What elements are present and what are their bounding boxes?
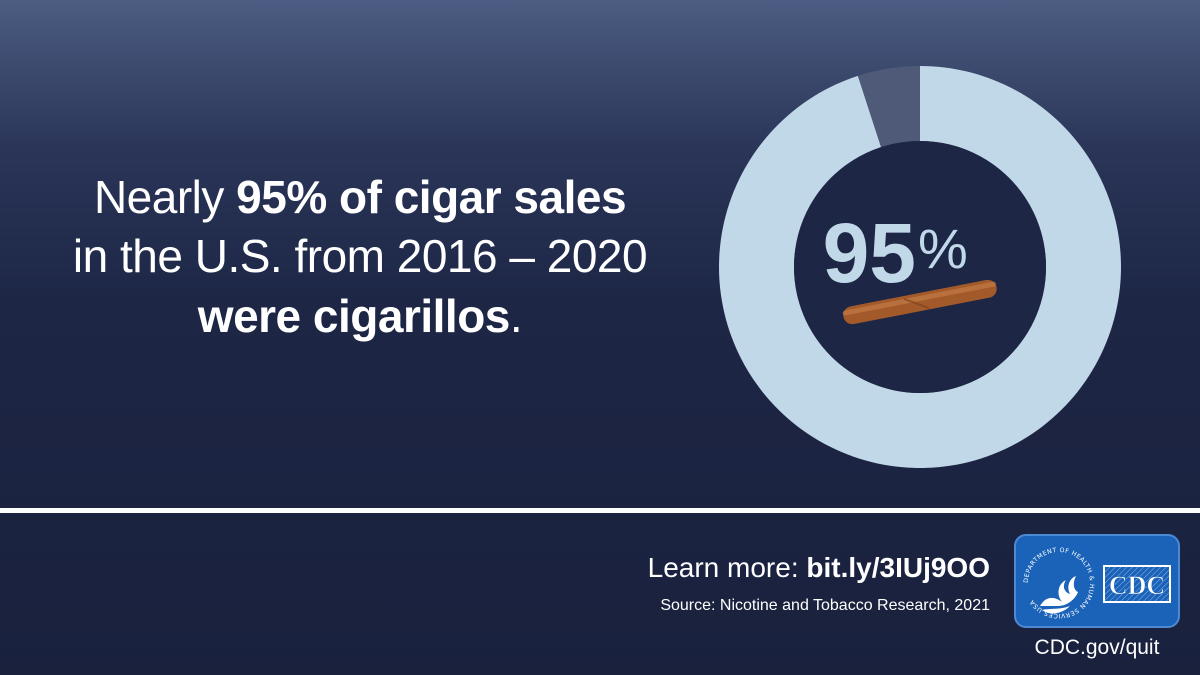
- center-value-label: 95: [823, 206, 916, 300]
- cdc-wordmark: CDC: [1103, 565, 1171, 603]
- hhs-seal-icon: DEPARTMENT OF HEALTH & HUMAN SERVICES US…: [1023, 547, 1095, 619]
- headline-line-3: were cigarillos.: [40, 287, 680, 346]
- donut-hole: [794, 141, 1046, 393]
- headline-bold-text-2: were cigarillos: [197, 289, 511, 342]
- donut-chart: 95 %: [719, 66, 1121, 468]
- cigar-icon: [842, 279, 997, 325]
- headline-line-2: in the U.S. from 2016 – 2020: [72, 230, 648, 283]
- donut-slice-1: [857, 66, 920, 148]
- donut-slice-0: [719, 66, 1121, 468]
- headline-text: Nearly: [93, 171, 237, 223]
- divider: [0, 508, 1200, 513]
- cdc-logo-text: CDC: [1109, 571, 1165, 600]
- cdc-logo: DEPARTMENT OF HEALTH & HUMAN SERVICES US…: [1014, 534, 1180, 628]
- cdc-url[interactable]: CDC.gov/quit: [1034, 636, 1160, 659]
- center-unit-label: %: [918, 217, 968, 280]
- learn-more-prefix: Learn more:: [647, 552, 807, 583]
- source-note: Source: Nicotine and Tobacco Research, 2…: [660, 597, 990, 614]
- learn-more-link[interactable]: bit.ly/3IUj9OO: [806, 552, 990, 583]
- learn-more: Learn more: bit.ly/3IUj9OO: [648, 552, 990, 584]
- headline-period: .: [509, 289, 523, 342]
- headline: Nearly 95% of cigar sales in the U.S. fr…: [40, 168, 680, 346]
- headline-bold-text: 95% of cigar sales: [236, 171, 627, 223]
- headline-line-1: Nearly 95% of cigar sales: [40, 168, 680, 227]
